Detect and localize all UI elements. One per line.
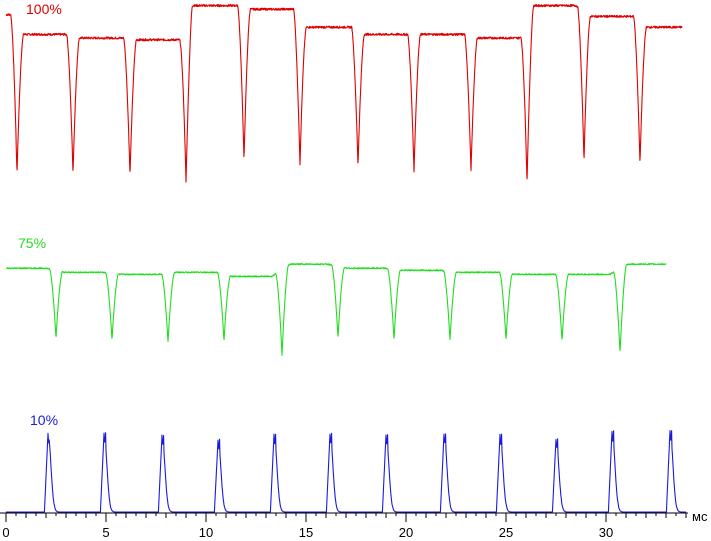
series-10-percent: 10% — [5, 412, 687, 513]
x-tick-label: 25 — [499, 525, 513, 540]
x-axis: 0 5 10 15 20 25 30 — [0, 512, 688, 540]
series-line — [5, 263, 667, 356]
series-label: 10% — [30, 412, 58, 428]
x-tick-label: 30 — [599, 525, 613, 540]
x-tick-label: 15 — [299, 525, 313, 540]
series-75-percent: 75% — [5, 235, 667, 356]
x-tick-label: 10 — [199, 525, 213, 540]
series-label: 100% — [26, 1, 62, 17]
series-line — [5, 430, 687, 513]
x-tick-label: 5 — [102, 525, 109, 540]
x-tick-label: 0 — [2, 525, 9, 540]
series-label: 75% — [18, 235, 46, 251]
series-100-percent: 100% — [5, 1, 683, 183]
series-layer: 100% 75% 10% — [5, 1, 687, 513]
x-tick-label: 20 — [399, 525, 413, 540]
series-line — [5, 3, 683, 183]
x-axis-unit-label: мс — [692, 509, 708, 524]
